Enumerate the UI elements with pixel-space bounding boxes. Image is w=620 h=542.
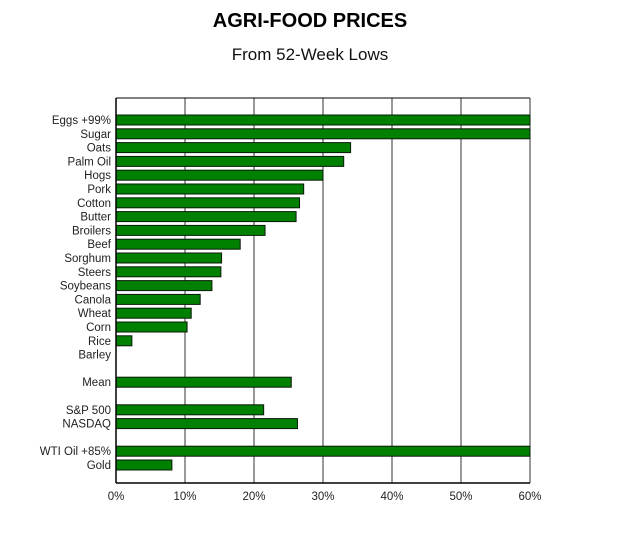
bar bbox=[115, 114, 531, 126]
x-tick-label: 0% bbox=[108, 491, 125, 503]
category-label: Hogs bbox=[84, 170, 111, 182]
category-label: Soybeans bbox=[60, 281, 111, 293]
bar bbox=[115, 155, 345, 167]
bar bbox=[115, 238, 241, 250]
category-label: Rice bbox=[88, 336, 111, 348]
x-tick-label: 10% bbox=[173, 491, 196, 503]
bar bbox=[115, 307, 192, 319]
category-label: Oats bbox=[87, 143, 112, 155]
bar bbox=[115, 224, 266, 236]
bar bbox=[115, 183, 305, 195]
chart-title: AGRI-FOOD PRICES bbox=[212, 10, 408, 32]
bar bbox=[115, 280, 213, 292]
x-tick-label: 60% bbox=[518, 491, 541, 503]
category-label: Sugar bbox=[80, 129, 111, 141]
category-label: Cotton bbox=[77, 198, 111, 210]
bar bbox=[115, 293, 201, 305]
category-label: Sorghum bbox=[64, 253, 111, 265]
category-label: Canola bbox=[75, 294, 112, 306]
category-label: Eggs +99% bbox=[52, 115, 111, 127]
x-tick-label: 50% bbox=[449, 491, 472, 503]
bar bbox=[115, 459, 173, 471]
bar bbox=[115, 445, 531, 457]
category-label: Beef bbox=[87, 239, 111, 251]
category-label: Gold bbox=[87, 460, 111, 472]
x-tick-label: 30% bbox=[311, 491, 334, 503]
bar bbox=[115, 197, 301, 209]
bar bbox=[115, 211, 297, 223]
category-label: S&P 500 bbox=[66, 405, 111, 417]
category-label: Palm Oil bbox=[68, 156, 111, 168]
chart-subtitle: From 52-Week Lows bbox=[231, 45, 389, 64]
bar bbox=[115, 376, 292, 388]
x-tick-label: 20% bbox=[242, 491, 265, 503]
category-label: Corn bbox=[86, 322, 111, 334]
category-label: WTI Oil +85% bbox=[40, 446, 111, 458]
x-tick-label: 40% bbox=[380, 491, 403, 503]
bar bbox=[115, 142, 352, 154]
bar bbox=[115, 169, 324, 181]
category-label: Mean bbox=[82, 377, 111, 389]
category-label: NASDAQ bbox=[62, 419, 111, 431]
bar bbox=[115, 335, 133, 347]
bar bbox=[115, 266, 222, 278]
bar bbox=[115, 321, 188, 333]
bar bbox=[115, 418, 298, 430]
bar bbox=[115, 404, 265, 416]
category-label: Broilers bbox=[72, 225, 111, 237]
category-label: Butter bbox=[80, 212, 111, 224]
bar bbox=[115, 128, 531, 140]
category-label: Barley bbox=[78, 350, 111, 362]
category-label: Pork bbox=[87, 184, 111, 196]
category-label: Steers bbox=[78, 267, 111, 279]
category-label: Wheat bbox=[78, 308, 112, 320]
bar bbox=[115, 252, 223, 264]
